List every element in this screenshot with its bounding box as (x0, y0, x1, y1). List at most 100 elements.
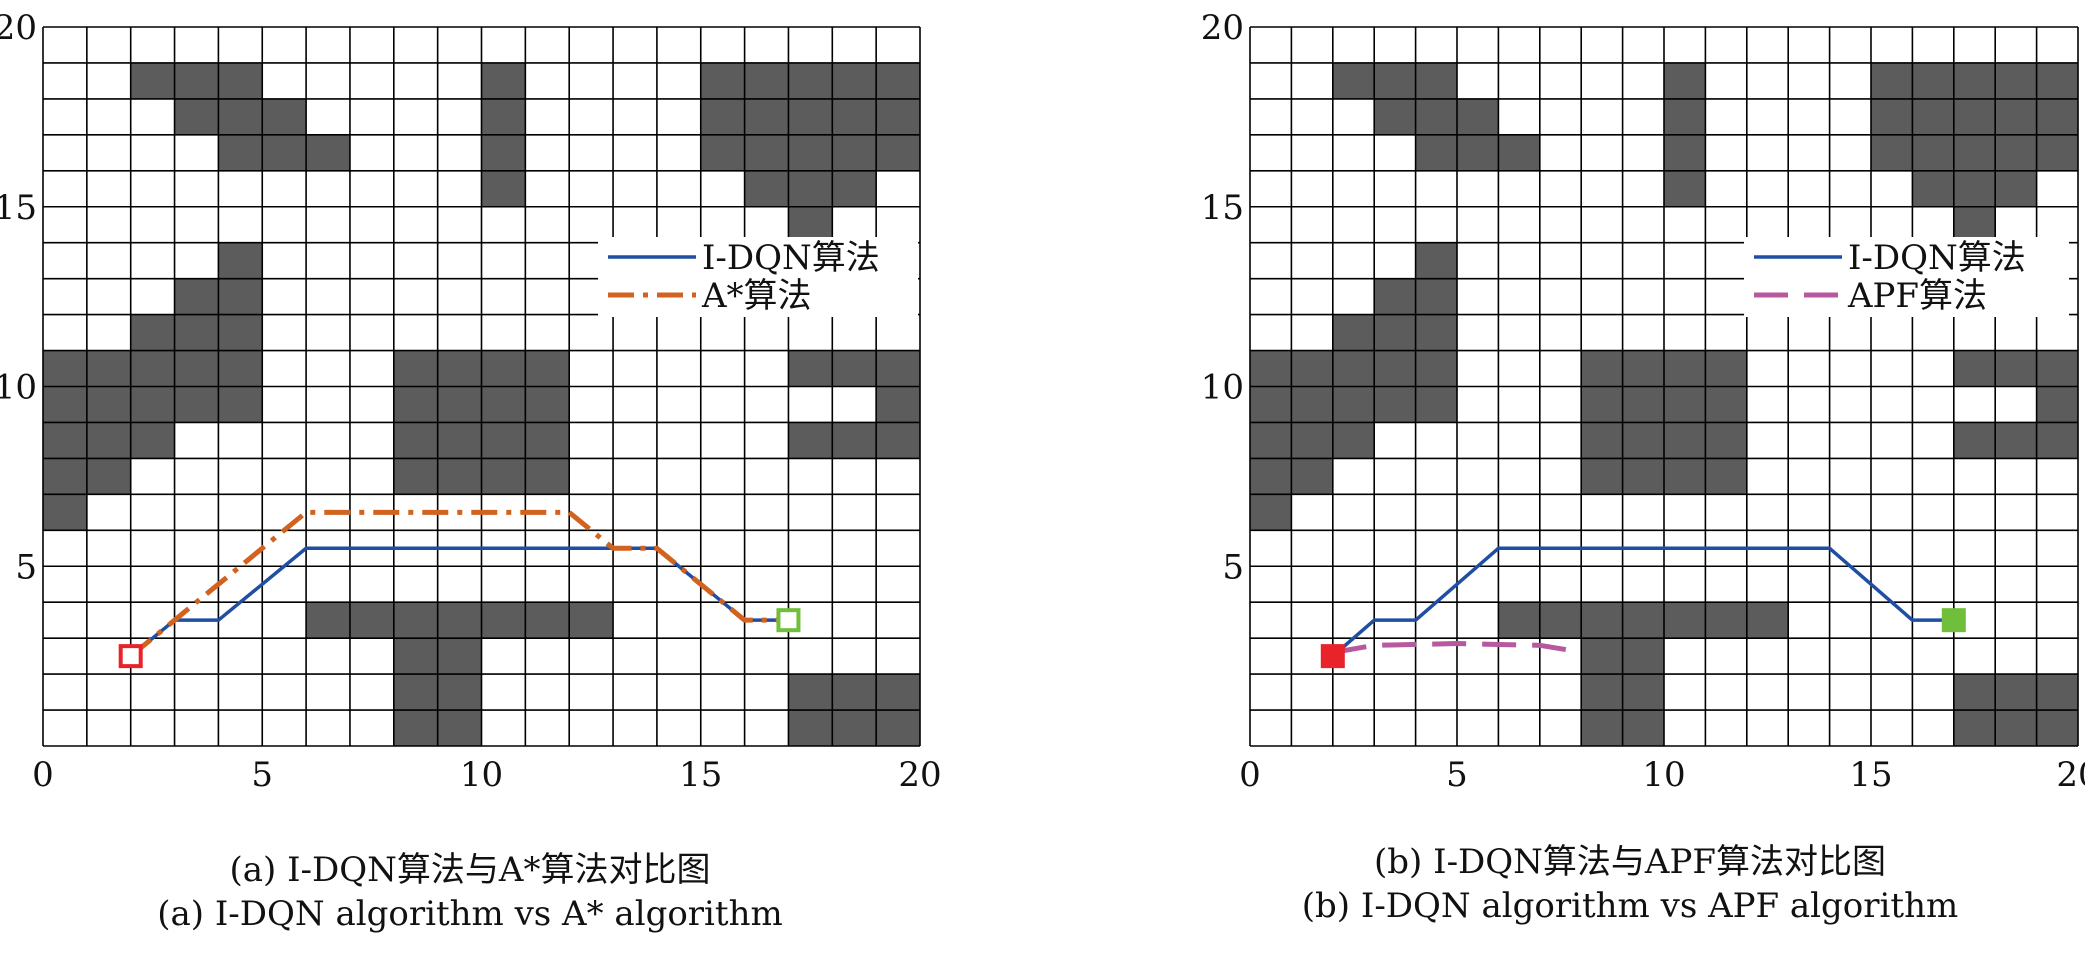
obstacle-cell (481, 602, 526, 639)
obstacle-cell (525, 350, 570, 387)
obstacle-cell (130, 62, 175, 99)
obstacle-cell (1622, 638, 1664, 675)
series-path-compare (129, 509, 789, 659)
x-tick-label: 0 (1239, 755, 1261, 795)
obstacle-cell (481, 458, 526, 495)
obstacle-cell (1415, 98, 1457, 135)
obstacle-cell (1953, 170, 1996, 207)
obstacle-cell (832, 674, 877, 711)
x-tick-label: 0 (32, 755, 54, 795)
obstacle-cell (744, 134, 789, 171)
obstacle-cell (1953, 422, 1996, 459)
obstacle-cell (1498, 134, 1540, 171)
obstacle-cell (1953, 206, 1996, 243)
obstacle-cell (130, 314, 175, 351)
obstacle-cell (130, 422, 175, 459)
obstacle-cell (262, 98, 307, 135)
obstacle-cell (1871, 134, 1913, 171)
obstacle-cell (876, 422, 920, 459)
obstacle-cell (1374, 278, 1416, 315)
obstacle-cell (1581, 350, 1623, 387)
y-tick-label: 5 (15, 547, 37, 587)
obstacle-cell (1415, 134, 1457, 171)
obstacle-cell (437, 638, 482, 675)
obstacle-cell (218, 98, 263, 135)
obstacle-cell (788, 134, 833, 171)
obstacle-cell (1746, 602, 1789, 639)
obstacle-cell (1374, 386, 1416, 423)
obstacle-cell (481, 422, 526, 459)
obstacle-cell (1581, 602, 1623, 639)
obstacle-cell (2036, 98, 2078, 135)
y-tick-label: 20 (1201, 8, 1244, 48)
obstacle-cell (43, 350, 87, 387)
obstacle-cell (481, 62, 526, 99)
legend-label: I-DQN算法 (1848, 238, 2026, 278)
legend-box (598, 237, 918, 317)
obstacle-cell (218, 242, 263, 279)
obstacle-cell (1664, 458, 1706, 495)
obstacle-cell (393, 674, 438, 711)
obstacle-cell (1622, 422, 1664, 459)
obstacle-cell (1457, 134, 1499, 171)
obstacle-cell (393, 458, 438, 495)
obstacle-cell (43, 458, 87, 495)
obstacle-cell (1291, 458, 1333, 495)
obstacle-cell (876, 674, 920, 711)
obstacle-cell (2036, 386, 2078, 423)
obstacle-cell (832, 170, 877, 207)
start-marker (1320, 644, 1345, 669)
obstacle-cell (525, 422, 570, 459)
obstacle-cell (1622, 710, 1664, 746)
obstacle-cell (1291, 422, 1333, 459)
obstacle-cell (1664, 134, 1706, 171)
obstacle-cell (1912, 134, 1954, 171)
obstacle-cell (1622, 458, 1664, 495)
obstacle-cell (1374, 350, 1416, 387)
obstacle-cell (1581, 386, 1623, 423)
obstacle-cell (1457, 98, 1499, 135)
obstacle-cell (1332, 350, 1375, 387)
obstacle-cell (1912, 98, 1954, 135)
x-tick-label: 5 (1446, 755, 1468, 795)
obstacle-cell (1332, 422, 1375, 459)
caption-a: (a) I-DQN算法与A*算法对比图 (a) I-DQN algorithm … (120, 848, 820, 936)
y-tick-label: 20 (0, 8, 37, 48)
obstacle-cell (1250, 386, 1292, 423)
obstacle-cell (1664, 98, 1706, 135)
obstacle-cell (86, 458, 131, 495)
obstacle-cell (1664, 422, 1706, 459)
legend-label: A*算法 (701, 276, 812, 316)
obstacle-cell (832, 422, 877, 459)
obstacle-cell (437, 458, 482, 495)
obstacle-cell (86, 422, 131, 459)
obstacle-cell (788, 422, 833, 459)
obstacle-cell (1705, 458, 1747, 495)
x-tick-label: 15 (679, 755, 722, 795)
obstacle-cell (1250, 422, 1292, 459)
obstacle-cell (525, 458, 570, 495)
series-path-idqn (1331, 546, 1954, 658)
obstacle-cell (218, 278, 263, 315)
obstacle-cell (876, 134, 920, 171)
obstacle-cell (218, 386, 263, 423)
x-tick-label: 20 (898, 755, 941, 795)
obstacle-cell (86, 386, 131, 423)
obstacle-cell (832, 710, 877, 746)
obstacle-cell (1332, 386, 1375, 423)
obstacle-cell (262, 134, 307, 171)
obstacle-cell (525, 386, 570, 423)
obstacle-cell (437, 602, 482, 639)
caption-a-chinese: (a) I-DQN算法与A*算法对比图 (229, 850, 711, 890)
obstacle-cell (174, 62, 219, 99)
obstacle-cell (393, 638, 438, 675)
obstacle-cell (481, 350, 526, 387)
obstacle-cell (43, 422, 87, 459)
y-tick-label: 5 (1222, 547, 1244, 587)
obstacle-cell (700, 98, 745, 135)
obstacle-cell (876, 98, 920, 135)
obstacle-cell (349, 602, 394, 639)
obstacle-cell (1995, 674, 2037, 711)
obstacle-cell (1581, 638, 1623, 675)
